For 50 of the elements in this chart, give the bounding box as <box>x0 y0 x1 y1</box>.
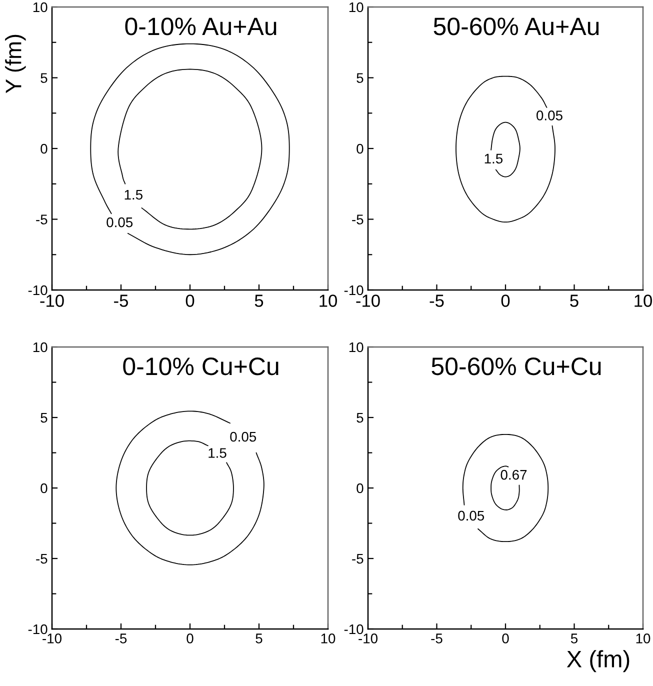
y-tick-label: 5 <box>356 412 364 423</box>
y-tick-label: -10 <box>28 285 48 296</box>
y-tick-label: -10 <box>28 624 48 634</box>
series-label: 0.67 <box>500 470 527 480</box>
series-label: 0.05 <box>458 510 484 521</box>
y-tick-label: -10 <box>344 624 364 634</box>
x-tick-label: 10 <box>634 294 652 307</box>
series-label: 1.5 <box>124 190 142 200</box>
y-tick-label: 0 <box>40 144 48 154</box>
y-tick-label: -5 <box>36 214 48 224</box>
y-axis-title: Y (fm) <box>5 34 26 94</box>
y-tick-label: 10 <box>349 342 364 352</box>
x-tick-label: 0 <box>501 294 510 307</box>
x-tick-label: 10 <box>636 634 650 644</box>
x-tick-label: 10 <box>321 634 336 644</box>
chart-title: 50-60% Cu+Cu <box>432 358 601 376</box>
y-tick-label: 5 <box>40 73 48 83</box>
x-tick-label: 5 <box>254 294 264 307</box>
x-tick-label: -5 <box>431 634 442 644</box>
y-tick-label: 10 <box>33 342 48 352</box>
series-label: 0.05 <box>536 110 562 120</box>
x-tick-label: 5 <box>256 634 262 644</box>
series-label: 1.5 <box>484 154 503 164</box>
x-tick-label: 10 <box>320 294 337 307</box>
y-tick-label: -5 <box>36 554 48 564</box>
y-tick-label: -5 <box>352 214 364 224</box>
x-tick-label: 5 <box>570 294 578 307</box>
y-tick-label: -5 <box>352 554 364 564</box>
chart-title: 0-10% Cu+Cu <box>123 358 278 376</box>
x-tick-label: 0 <box>186 294 194 307</box>
chart-title: 50-60% Au+Au <box>434 18 599 36</box>
y-tick-label: 0 <box>40 483 48 494</box>
x-tick-label: -5 <box>114 294 128 307</box>
y-tick-label: 5 <box>40 412 48 423</box>
series-label: 0.05 <box>106 217 133 228</box>
x-tick-label: 5 <box>570 634 578 644</box>
y-tick-label: 5 <box>356 73 364 83</box>
x-tick-label: -5 <box>430 294 444 307</box>
series-label: 1.5 <box>208 448 226 458</box>
y-tick-label: 0 <box>356 144 364 154</box>
chart-title: 0-10% Au+Au <box>125 18 276 36</box>
y-tick-label: 10 <box>33 2 48 12</box>
x-axis-title: X (fm) <box>566 650 630 672</box>
x-tick-label: -5 <box>115 634 127 644</box>
x-tick-label: 0 <box>502 634 509 644</box>
series-label: 0.05 <box>230 432 256 442</box>
x-tick-label: 0 <box>186 634 194 644</box>
y-tick-label: -10 <box>344 285 364 296</box>
y-tick-label: 0 <box>356 483 364 494</box>
y-tick-label: 10 <box>349 2 364 12</box>
